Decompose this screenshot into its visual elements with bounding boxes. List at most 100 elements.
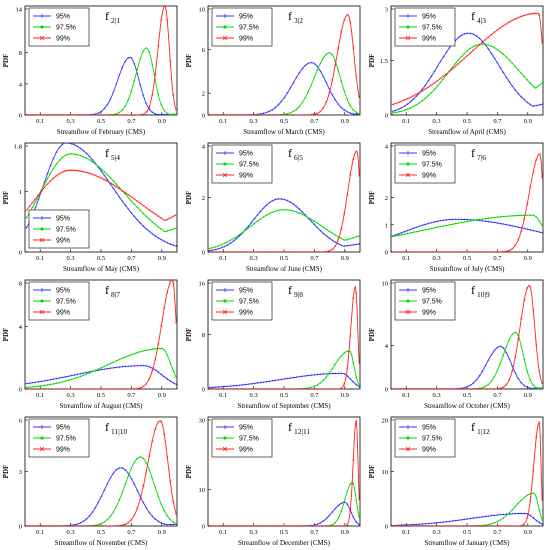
series-marker: [88, 372, 91, 374]
x-tick-label: 0.1: [219, 255, 227, 262]
series-line: [392, 153, 543, 252]
series-marker: [499, 222, 502, 225]
series-marker: [163, 349, 166, 351]
series-marker: [154, 72, 157, 76]
series-marker: [76, 373, 79, 376]
series-marker: [76, 145, 79, 148]
series-marker: [475, 387, 478, 389]
series-marker: [241, 250, 244, 252]
series-marker: [85, 171, 88, 174]
series-marker: [262, 216, 265, 218]
series-marker: [226, 387, 229, 389]
series-marker: [487, 359, 490, 362]
series-marker: [238, 387, 241, 389]
series-marker: [409, 228, 412, 231]
x-axis-label: Streamflow of June (CMS): [246, 265, 323, 273]
series-marker: [100, 110, 103, 113]
series-marker: [100, 113, 103, 115]
series-marker: [241, 231, 244, 234]
series-marker: [508, 378, 511, 381]
series-marker: [145, 206, 148, 209]
x-tick-label: 0.3: [67, 118, 75, 125]
series-marker: [502, 215, 505, 218]
series-marker: [328, 91, 331, 95]
series-marker: [139, 222, 142, 225]
series-marker: [523, 358, 526, 361]
series-marker: [349, 377, 352, 380]
panel-title: f: [105, 283, 109, 297]
series-marker: [37, 193, 40, 196]
legend-marker: [406, 151, 410, 155]
series-marker: [97, 113, 100, 115]
series-marker: [262, 250, 265, 252]
series-marker: [91, 370, 94, 373]
series-marker: [421, 523, 424, 526]
series-marker: [346, 523, 349, 526]
series-marker: [211, 387, 214, 389]
series-marker: [76, 153, 79, 156]
series-marker: [280, 387, 283, 389]
y-tick-label: 4: [202, 144, 206, 151]
series-marker: [295, 376, 298, 379]
series-marker: [247, 524, 250, 526]
y-tick-label: 0: [202, 524, 205, 531]
series-marker: [289, 111, 292, 114]
series-marker: [211, 249, 214, 252]
series-marker: [322, 106, 325, 110]
x-tick-label: 0.1: [219, 529, 227, 536]
series-marker: [238, 233, 241, 236]
x-axis-label: Streamflow of August (CMS): [59, 402, 143, 410]
series-marker: [142, 485, 145, 488]
series-marker: [343, 90, 346, 92]
series-marker: [148, 365, 151, 368]
series-marker: [316, 250, 319, 252]
series-marker: [355, 243, 358, 246]
legend-label: 95%: [239, 288, 253, 295]
series-marker: [73, 169, 76, 172]
legend-label: 97.5%: [239, 299, 259, 306]
series-marker: [115, 113, 118, 115]
series-marker: [481, 515, 484, 518]
series-marker: [286, 91, 289, 94]
series-marker: [451, 67, 454, 71]
x-tick-label: 0.1: [36, 529, 44, 536]
series-marker: [142, 350, 145, 352]
series-marker: [448, 46, 451, 49]
series-marker: [94, 174, 97, 177]
series-marker: [43, 384, 46, 387]
series-marker: [61, 524, 64, 526]
series-marker: [322, 250, 325, 252]
series-marker: [523, 496, 526, 499]
series-marker: [292, 203, 295, 206]
series-marker: [142, 457, 145, 460]
series-marker: [436, 79, 439, 82]
series-marker: [415, 103, 418, 106]
series-marker: [349, 244, 352, 247]
series-marker: [301, 67, 304, 70]
series-marker: [175, 513, 177, 516]
series-marker: [523, 14, 526, 17]
series-marker: [520, 499, 523, 502]
series-marker: [505, 383, 508, 386]
series-marker: [433, 250, 436, 252]
series-marker: [238, 384, 241, 387]
series-marker: [424, 84, 427, 87]
series-marker: [58, 172, 61, 175]
series-marker: [304, 215, 307, 217]
series-marker: [241, 383, 244, 386]
series-marker: [175, 109, 177, 112]
legend-marker: [40, 288, 44, 292]
series-marker: [472, 250, 475, 252]
series-marker: [481, 386, 484, 389]
series-marker: [55, 387, 58, 389]
series-marker: [334, 98, 337, 101]
series-marker: [280, 100, 283, 103]
series-marker: [466, 220, 469, 223]
panel-title-subscript: 3|2: [294, 16, 303, 25]
series-marker: [163, 432, 166, 436]
series-marker: [160, 373, 163, 376]
series-marker: [358, 235, 360, 237]
series-marker: [478, 218, 481, 221]
series-marker: [271, 524, 274, 526]
